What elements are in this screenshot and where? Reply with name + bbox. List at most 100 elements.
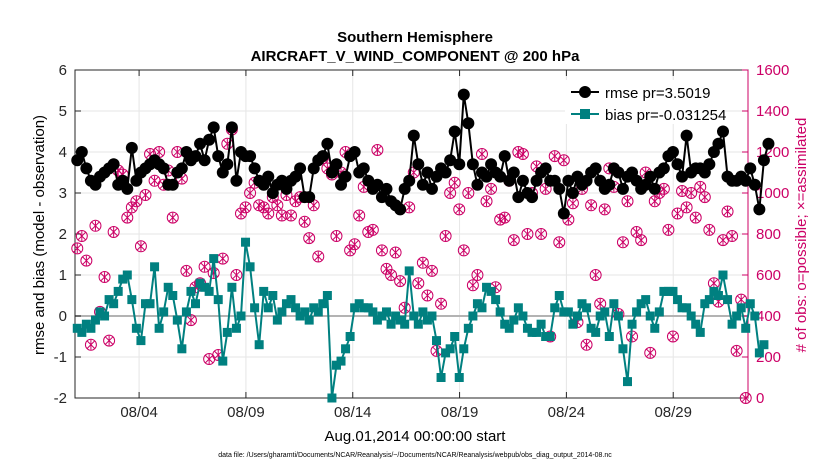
bias-point: [159, 307, 169, 317]
bias-point: [736, 303, 746, 313]
obs-possible-point: [303, 232, 316, 245]
rmse-point: [589, 162, 602, 175]
x-axis-label: Aug.01,2014 00:00:00 start: [325, 428, 507, 445]
obs-assimilated-point: [136, 241, 146, 252]
y2-tick-label: 400: [756, 308, 781, 325]
obs-assimilated-point: [127, 202, 136, 213]
obs-possible-point: [180, 264, 193, 277]
obs-possible-point: [84, 338, 97, 351]
obs-possible-point: [139, 189, 152, 202]
obs-possible-point: [726, 230, 739, 243]
bias-point: [704, 295, 714, 305]
x-tick-label: 08/14: [334, 404, 372, 421]
obs-possible-point: [685, 187, 698, 199]
bias-point: [604, 332, 614, 341]
rmse-point: [175, 162, 188, 175]
obs-assimilated-point: [100, 272, 109, 282]
y2-tick-label: 800: [756, 226, 781, 243]
obs-assimilated-point: [423, 290, 432, 301]
obs-possible-point: [134, 240, 147, 253]
x-tick-label: 08/04: [120, 404, 158, 421]
y2-tick-label: 1600: [756, 62, 789, 79]
obs-possible-point: [598, 203, 611, 216]
bias-point: [595, 311, 605, 321]
rmse-point: [676, 170, 689, 183]
obs-possible-point: [498, 211, 511, 224]
obs-possible-point: [553, 236, 566, 249]
obs-possible-point: [394, 275, 407, 288]
obs-assimilated-point: [677, 186, 687, 196]
x-tick-label: 08/29: [654, 404, 692, 421]
obs-possible-point: [703, 223, 716, 236]
obs-assimilated-point: [468, 280, 478, 291]
obs-assimilated-point: [286, 210, 296, 221]
bias-point: [541, 332, 551, 341]
bias-point: [422, 315, 432, 325]
rmse-point: [248, 162, 261, 175]
y-tick-label: -1: [54, 349, 67, 366]
bias-point: [345, 332, 355, 341]
obs-possible-point: [371, 143, 384, 156]
rmse-point: [457, 88, 470, 101]
bias-point: [491, 295, 501, 305]
obs-possible-point: [244, 187, 257, 199]
obs-assimilated-point: [241, 202, 250, 213]
obs-possible-point: [644, 346, 657, 359]
obs-assimilated-point: [500, 212, 509, 223]
rmse-point: [739, 174, 752, 187]
rmse-point: [294, 162, 307, 175]
obs-possible-point: [121, 211, 134, 224]
y-tick-label: 1: [59, 267, 67, 284]
bias-point: [268, 291, 278, 300]
rmse-point: [757, 154, 770, 167]
footer-text: data file: /Users/gharamti/Documents/NCA…: [218, 452, 612, 459]
bias-point: [363, 303, 373, 313]
bias-point: [554, 291, 564, 300]
rmse-point: [357, 162, 370, 175]
bias-point: [709, 286, 719, 296]
rmse-point: [526, 191, 539, 204]
obs-assimilated-point: [82, 255, 91, 266]
obs-possible-point: [435, 297, 448, 310]
bias-point: [518, 311, 528, 321]
rmse-point: [553, 182, 566, 195]
rmse-point: [444, 154, 457, 167]
obs-assimilated-point: [632, 227, 641, 237]
bias-point: [86, 323, 96, 333]
obs-possible-point: [485, 182, 498, 195]
bias-point: [654, 307, 664, 317]
obs-assimilated-point: [141, 190, 150, 200]
bias-point: [495, 307, 505, 317]
obs-assimilated-point: [496, 214, 505, 225]
x-tick-label: 08/24: [548, 404, 586, 421]
obs-assimilated-point: [559, 155, 568, 166]
bias-point: [500, 319, 510, 329]
obs-assimilated-point: [314, 251, 323, 262]
obs-assimilated-point: [232, 270, 241, 280]
obs-assimilated-point: [541, 183, 550, 194]
bias-point: [486, 286, 496, 296]
bias-point: [381, 307, 391, 317]
obs-assimilated-point: [77, 231, 86, 241]
bias-point: [354, 299, 364, 309]
obs-assimilated-point: [414, 278, 423, 289]
obs-possible-point: [75, 230, 88, 243]
obs-assimilated-point: [305, 233, 314, 244]
legend-bias-label: bias pr=-0.031254: [605, 107, 726, 124]
obs-possible-point: [271, 199, 284, 212]
obs-assimilated-point: [596, 298, 605, 309]
bias-point: [409, 311, 419, 321]
rmse-point: [262, 170, 275, 183]
obs-possible-point: [535, 228, 548, 240]
obs-possible-point: [585, 199, 598, 212]
bias-point: [245, 262, 255, 272]
bias-point: [622, 377, 632, 387]
rmse-point: [75, 146, 88, 158]
bias-point: [177, 344, 187, 354]
bias-point: [200, 282, 210, 292]
bias-point: [450, 332, 460, 341]
rmse-point: [198, 154, 211, 167]
rmse-point: [539, 162, 552, 175]
rmse-point: [448, 125, 461, 138]
bias-point: [140, 299, 150, 309]
